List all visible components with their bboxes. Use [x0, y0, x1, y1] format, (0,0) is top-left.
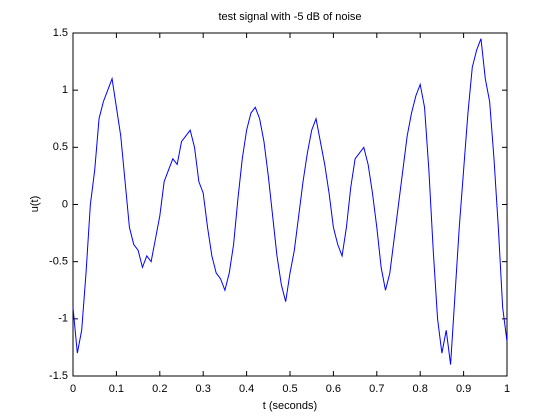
x-tick-label: 0.2 [152, 383, 167, 395]
y-tick-label: 0.5 [53, 141, 68, 153]
x-tick-label: 0.9 [456, 383, 471, 395]
x-axis-label: t (seconds) [263, 400, 317, 412]
x-tick-label: 0 [70, 383, 76, 395]
axes-box [72, 32, 508, 377]
y-tick-label: -0.5 [49, 256, 68, 268]
y-tick-label: 0 [62, 198, 68, 210]
y-tick-label: 1 [62, 84, 68, 96]
x-tick-label: 0.5 [282, 383, 297, 395]
x-tick-label: 0.4 [239, 383, 254, 395]
y-axis-label: u(t) [29, 196, 41, 213]
y-tick-label: -1 [58, 313, 68, 325]
signal-line [72, 38, 508, 365]
y-tick-label: -1.5 [49, 370, 68, 382]
x-tick-label: 0.7 [369, 383, 384, 395]
chart-title: test signal with -5 dB of noise [218, 11, 361, 23]
y-tick-label: 1.5 [53, 27, 68, 39]
x-tick-label: 0.8 [413, 383, 428, 395]
x-tick-label: 1 [504, 383, 510, 395]
x-tick-label: 0.6 [326, 383, 341, 395]
x-tick-label: 0.3 [196, 383, 211, 395]
x-tick-label: 0.1 [109, 383, 124, 395]
